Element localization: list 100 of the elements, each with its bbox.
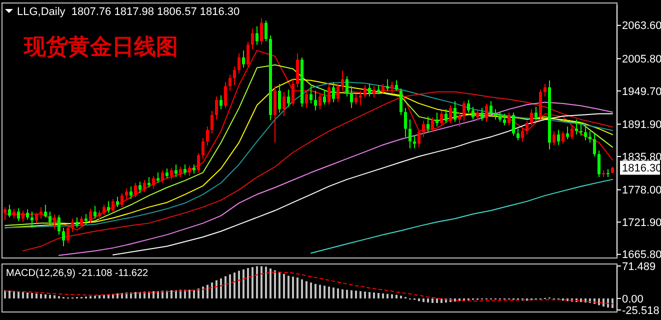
candlestick — [260, 18, 263, 46]
chart-subtitle: LLG,Daily 1807.76 1817.98 1806.57 1816.30 — [17, 6, 240, 18]
bar — [188, 290, 190, 298]
bar — [432, 298, 434, 303]
candlestick — [228, 74, 232, 92]
bar — [454, 298, 456, 302]
candlestick — [512, 112, 515, 136]
bar — [206, 284, 208, 298]
candlestick — [197, 152, 200, 174]
bar — [170, 290, 172, 298]
candlestick — [440, 110, 443, 126]
candlestick — [436, 112, 438, 127]
candlestick — [350, 86, 353, 109]
y-tick-label: 0.00 — [622, 293, 644, 306]
candlestick — [35, 212, 38, 224]
bar — [36, 293, 38, 298]
bar — [157, 291, 159, 298]
bar — [94, 296, 96, 298]
bar — [301, 279, 303, 298]
candlestick — [444, 108, 448, 124]
y-tick-label: 2005.80 — [622, 54, 661, 66]
candlestick — [89, 208, 92, 224]
bar — [324, 286, 326, 298]
text: 现货黄金日线图 — [23, 35, 178, 60]
bar — [296, 278, 298, 298]
y-tick-label: 1665.80 — [622, 249, 661, 262]
candlestick — [26, 208, 29, 220]
candlestick — [566, 126, 569, 140]
bar — [175, 290, 177, 298]
candlestick — [120, 192, 124, 208]
bar — [378, 292, 380, 298]
bar — [31, 292, 33, 298]
candlestick — [62, 227, 65, 247]
bar — [332, 288, 334, 298]
bar — [278, 272, 280, 298]
bar — [260, 266, 262, 298]
bar — [314, 284, 316, 298]
bar — [247, 268, 249, 298]
bar — [40, 294, 42, 298]
candlestick — [184, 164, 186, 176]
bar — [355, 290, 357, 298]
bar — [49, 294, 51, 298]
candlestick — [521, 127, 524, 142]
y-tick-label: -25.518 — [622, 304, 660, 317]
candlestick — [206, 126, 209, 146]
bar — [202, 286, 204, 298]
candlestick — [40, 206, 42, 220]
candlestick — [485, 102, 488, 122]
candlestick — [472, 106, 474, 120]
bar — [8, 290, 10, 298]
bar — [422, 298, 424, 302]
candlestick — [570, 124, 574, 140]
candlestick — [202, 137, 204, 160]
candlestick — [552, 130, 556, 146]
candlestick — [112, 198, 114, 212]
candlestick — [188, 165, 191, 176]
candlestick — [368, 83, 371, 98]
candlestick — [418, 129, 420, 148]
candlestick — [310, 86, 312, 104]
bar — [238, 270, 240, 298]
candlestick — [490, 100, 492, 116]
candlestick — [372, 86, 376, 98]
bar — [368, 292, 370, 298]
candlestick — [467, 99, 470, 114]
y-tick-label: 1835.80 — [622, 151, 661, 164]
candlestick — [215, 96, 218, 120]
candlestick — [22, 210, 24, 223]
candlestick — [282, 91, 286, 117]
candlestick — [534, 106, 538, 122]
candlestick — [480, 108, 484, 122]
bar — [418, 298, 420, 302]
bar — [274, 270, 276, 298]
candlestick — [377, 84, 380, 95]
bar — [193, 290, 195, 298]
candlestick — [354, 94, 358, 106]
bar — [350, 290, 352, 298]
candlestick — [84, 213, 88, 225]
candlestick — [557, 129, 560, 146]
candlestick — [346, 76, 348, 98]
candlestick — [404, 108, 407, 138]
bar — [242, 269, 244, 298]
bar — [216, 280, 218, 298]
candlestick — [449, 104, 452, 124]
candlestick — [48, 211, 52, 225]
candlestick — [12, 208, 16, 220]
candlestick — [152, 175, 155, 190]
bar — [256, 266, 258, 298]
bar — [319, 284, 321, 298]
candlestick — [508, 112, 510, 126]
bar — [152, 291, 154, 298]
bar — [98, 295, 100, 298]
candlestick — [426, 116, 430, 133]
y-tick-label: 71.489 — [622, 260, 656, 273]
candlestick — [530, 108, 533, 126]
bar — [436, 298, 438, 303]
candlestick — [138, 181, 142, 194]
candlestick — [233, 66, 236, 86]
candlestick — [44, 204, 47, 218]
candlestick — [382, 83, 384, 94]
candlestick — [8, 204, 11, 218]
